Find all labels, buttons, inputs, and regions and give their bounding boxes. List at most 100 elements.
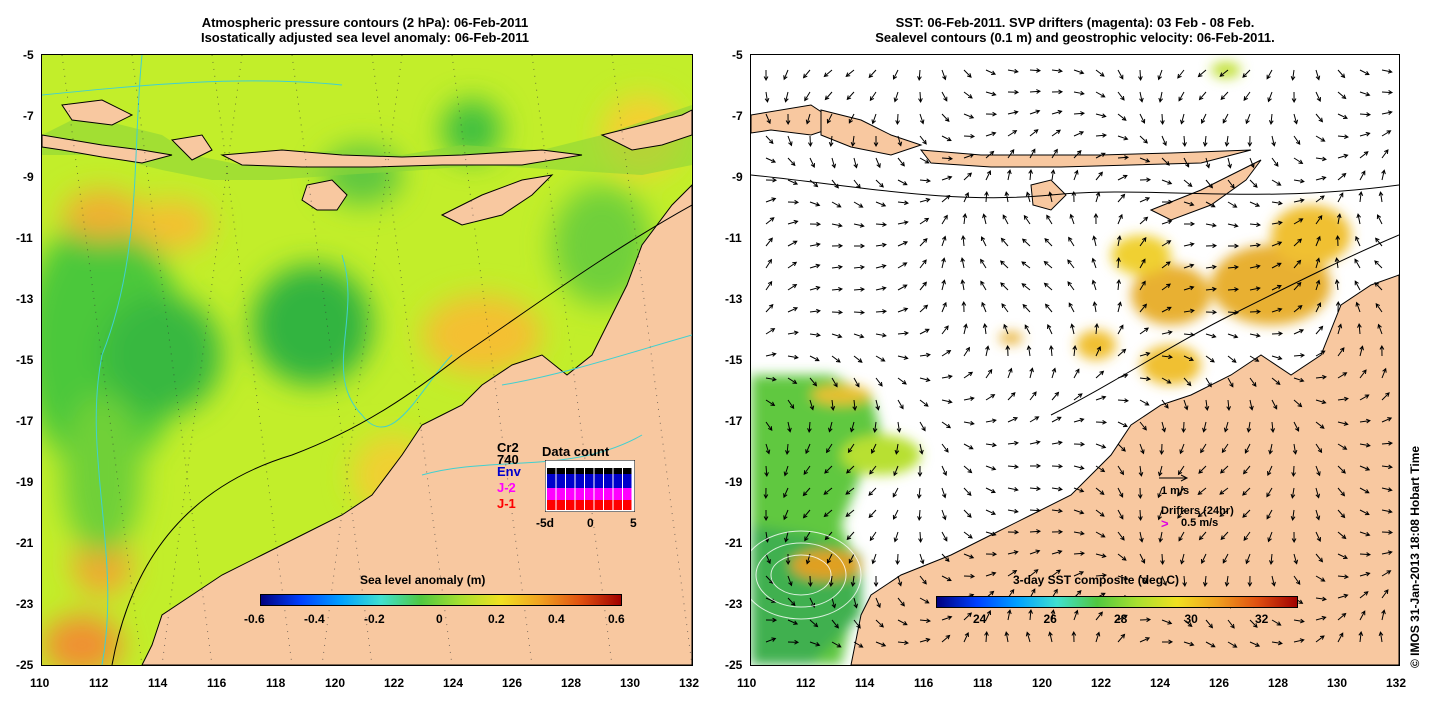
histogram-segment bbox=[556, 474, 565, 488]
velocity-arrow bbox=[765, 113, 771, 125]
velocity-arrow bbox=[963, 573, 976, 579]
velocity-arrow bbox=[1180, 553, 1185, 565]
velocity-arrow bbox=[826, 553, 833, 564]
velocity-arrow bbox=[960, 257, 965, 269]
velocity-arrow bbox=[1293, 618, 1305, 624]
sea-level-map-graphic bbox=[42, 55, 692, 665]
velocity-arrow bbox=[917, 509, 922, 522]
velocity-arrow bbox=[1315, 235, 1321, 247]
velocity-arrow bbox=[1290, 509, 1296, 521]
velocity-arrow bbox=[1139, 216, 1149, 225]
velocity-arrow bbox=[893, 465, 899, 477]
velocity-arrow bbox=[1315, 135, 1326, 142]
velocity-arrow bbox=[1051, 89, 1064, 95]
velocity-arrow bbox=[1025, 631, 1031, 643]
velocity-arrow bbox=[1293, 218, 1304, 225]
velocity-arrow bbox=[1359, 151, 1369, 159]
velocity-arrow bbox=[765, 157, 777, 163]
velocity-arrow bbox=[1315, 399, 1327, 405]
velocity-arrow bbox=[1117, 91, 1125, 101]
velocity-arrow bbox=[1160, 553, 1165, 566]
velocity-arrow bbox=[1117, 531, 1125, 541]
histogram-segment bbox=[594, 500, 603, 510]
velocity-arrow bbox=[941, 531, 948, 542]
velocity-arrow bbox=[1242, 487, 1251, 496]
left-lon-tick-5: 120 bbox=[325, 676, 346, 690]
velocity-arrow bbox=[1071, 190, 1077, 203]
velocity-arrow bbox=[919, 178, 931, 184]
legend-item-j1: J-1 bbox=[497, 496, 516, 511]
right-lat-tick-9: -23 bbox=[725, 597, 743, 611]
right-lon-tick-7: 124 bbox=[1150, 676, 1171, 690]
velocity-arrow bbox=[1205, 201, 1216, 208]
velocity-arrow bbox=[869, 531, 877, 542]
velocity-arrow bbox=[897, 157, 905, 167]
velocity-arrow bbox=[985, 368, 993, 379]
histogram-segment bbox=[613, 468, 622, 474]
velocity-arrow bbox=[941, 399, 953, 404]
sea-level-colorbar-tick-0: -0.6 bbox=[244, 612, 265, 626]
velocity-arrow bbox=[853, 223, 865, 228]
velocity-arrow bbox=[823, 509, 833, 518]
velocity-arrow bbox=[1029, 68, 1042, 73]
velocity-arrow bbox=[1139, 258, 1146, 269]
velocity-arrow bbox=[1025, 191, 1031, 203]
sst-map[interactable]: 1 m/s Drifters (24hr) > 0.5 m/s 3-day SS… bbox=[750, 54, 1400, 666]
velocity-arrow bbox=[1007, 391, 1016, 401]
velocity-arrow bbox=[1138, 509, 1143, 522]
velocity-arrow bbox=[809, 308, 821, 314]
left-lon-tick-8: 126 bbox=[502, 676, 523, 690]
left-lon-tick-7: 124 bbox=[443, 676, 464, 690]
velocity-arrow bbox=[963, 133, 976, 139]
velocity-arrow bbox=[892, 487, 899, 498]
velocity-arrow bbox=[850, 575, 856, 587]
velocity-arrow bbox=[1205, 264, 1217, 270]
velocity-arrow bbox=[1139, 637, 1151, 643]
velocity-arrow bbox=[1205, 157, 1211, 169]
velocity-arrow bbox=[1176, 487, 1185, 497]
left-lon-tick-10: 130 bbox=[620, 676, 641, 690]
left-lat-tick-6: -17 bbox=[16, 414, 34, 428]
velocity-arrow bbox=[941, 374, 953, 380]
velocity-arrow bbox=[1178, 91, 1185, 102]
histogram-segment bbox=[613, 474, 622, 488]
velocity-arrow bbox=[831, 355, 841, 363]
sst-colorbar-tick-0: 24 bbox=[973, 612, 987, 626]
velocity-arrow bbox=[1157, 465, 1163, 477]
left-lat-tick-8: -21 bbox=[16, 536, 34, 550]
velocity-arrow bbox=[845, 487, 855, 495]
velocity-arrow bbox=[831, 201, 842, 208]
velocity-arrow bbox=[1357, 323, 1362, 335]
left-lon-tick-11: 132 bbox=[679, 676, 700, 690]
velocity-arrow bbox=[1337, 487, 1346, 497]
velocity-arrow bbox=[1219, 69, 1229, 77]
velocity-arrow bbox=[875, 286, 887, 291]
velocity-arrow bbox=[875, 157, 881, 169]
velocity-arrow bbox=[919, 575, 927, 585]
velocity-arrow bbox=[1337, 69, 1346, 79]
velocity-arrow bbox=[802, 487, 811, 497]
velocity-arrow bbox=[1117, 421, 1128, 428]
velocity-arrow bbox=[1051, 109, 1063, 115]
velocity-arrow bbox=[1161, 575, 1167, 587]
velocity-arrow bbox=[941, 113, 950, 123]
histogram-segment bbox=[604, 500, 613, 510]
velocity-arrow bbox=[1293, 329, 1305, 335]
velocity-arrow bbox=[918, 91, 923, 104]
right-lat-tick-7: -19 bbox=[725, 475, 743, 489]
sea-level-colorbar-tick-4: 0.2 bbox=[488, 612, 505, 626]
velocity-arrow bbox=[1198, 531, 1207, 541]
velocity-arrow bbox=[1359, 509, 1370, 516]
velocity-arrow bbox=[1095, 487, 1105, 495]
velocity-arrow bbox=[1315, 69, 1321, 81]
sea-level-map[interactable]: Cr2 740 Env J-2 J-1 Data count -5d 0 5 S… bbox=[41, 54, 693, 666]
velocity-arrow bbox=[1227, 310, 1240, 315]
velocity-arrow bbox=[1359, 591, 1369, 599]
velocity-arrow bbox=[1117, 614, 1128, 621]
velocity-arrow bbox=[1067, 281, 1075, 291]
left-lon-tick-0: 110 bbox=[30, 676, 50, 690]
velocity-arrow bbox=[1051, 486, 1063, 492]
velocity-arrow bbox=[1249, 377, 1257, 387]
velocity-arrow bbox=[1376, 214, 1383, 225]
velocity-arrow bbox=[1337, 113, 1348, 120]
